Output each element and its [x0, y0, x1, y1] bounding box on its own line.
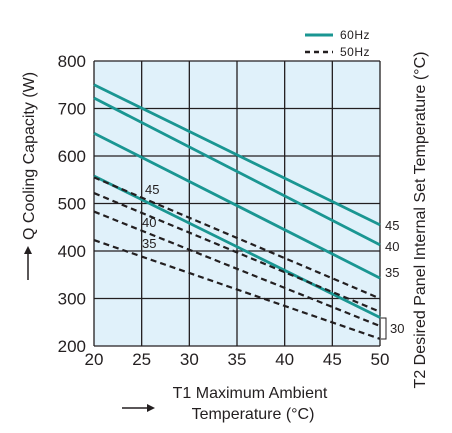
series-line-60hz-t2-35 [93, 131, 381, 280]
series-line-50hz-t2-40 [93, 192, 381, 313]
series-line-50hz-t2-45 [93, 176, 381, 300]
inner-label-40: 40 [142, 215, 156, 230]
series-line-60hz-t2-30 [93, 174, 381, 319]
inner-label-35: 35 [142, 236, 156, 251]
series-line-60hz-t2-45 [93, 83, 381, 227]
y-tick-label: 600 [58, 147, 86, 166]
y-axis-arrow-head [24, 246, 32, 254]
y-tick-label: 800 [58, 52, 86, 71]
series-line-60hz-t2-40 [93, 96, 381, 247]
x-tick-label: 35 [228, 350, 247, 369]
x-tick-label: 20 [85, 350, 104, 369]
series-line-50hz-t2-30 [93, 239, 381, 340]
right-curve-labels: 45 40 35 30 [381, 218, 404, 340]
legend-label-60hz: 60Hz [340, 28, 370, 42]
series-line-50hz-t2-35 [93, 210, 381, 328]
legend: 60Hz 50Hz [305, 28, 370, 59]
x-axis-arrow-head [147, 404, 155, 412]
x-axis-label-line2: Temperature (°C) [192, 406, 315, 423]
y-tick-label: 400 [58, 242, 86, 261]
right-axis-label: T2 Desired Panel Internal Set Temperatur… [412, 52, 429, 389]
x-tick-label: 30 [180, 350, 199, 369]
legend-label-50hz: 50Hz [340, 45, 370, 59]
x-tick-label: 45 [323, 350, 342, 369]
y-axis-title: Q Cooling Capacity (W) [21, 72, 38, 280]
y-tick-label: 300 [58, 290, 86, 309]
inner-curve-labels: 45 40 35 [142, 182, 159, 251]
x-tick-label: 25 [132, 350, 151, 369]
x-tick-label: 50 [371, 350, 390, 369]
bracket-30 [381, 317, 387, 340]
right-label-45: 45 [385, 218, 399, 233]
tick-labels: 20 25 30 35 40 45 50 200 300 400 500 600 700 800 [58, 52, 390, 369]
y-axis-label: Q Cooling Capacity (W) [21, 72, 38, 240]
inner-label-45: 45 [145, 182, 159, 197]
x-axis-title: T1 Maximum Ambient Temperature (°C) [122, 385, 328, 423]
right-label-30: 30 [390, 321, 404, 336]
right-label-35: 35 [385, 265, 399, 280]
y-tick-label: 700 [58, 100, 86, 119]
x-tick-label: 40 [275, 350, 294, 369]
grid-lines [93, 60, 381, 347]
y-tick-label: 500 [58, 195, 86, 214]
series-layer [93, 83, 381, 340]
x-axis-label-line1: T1 Maximum Ambient [173, 385, 328, 402]
right-label-40: 40 [385, 239, 399, 254]
y-tick-label: 200 [58, 337, 86, 356]
